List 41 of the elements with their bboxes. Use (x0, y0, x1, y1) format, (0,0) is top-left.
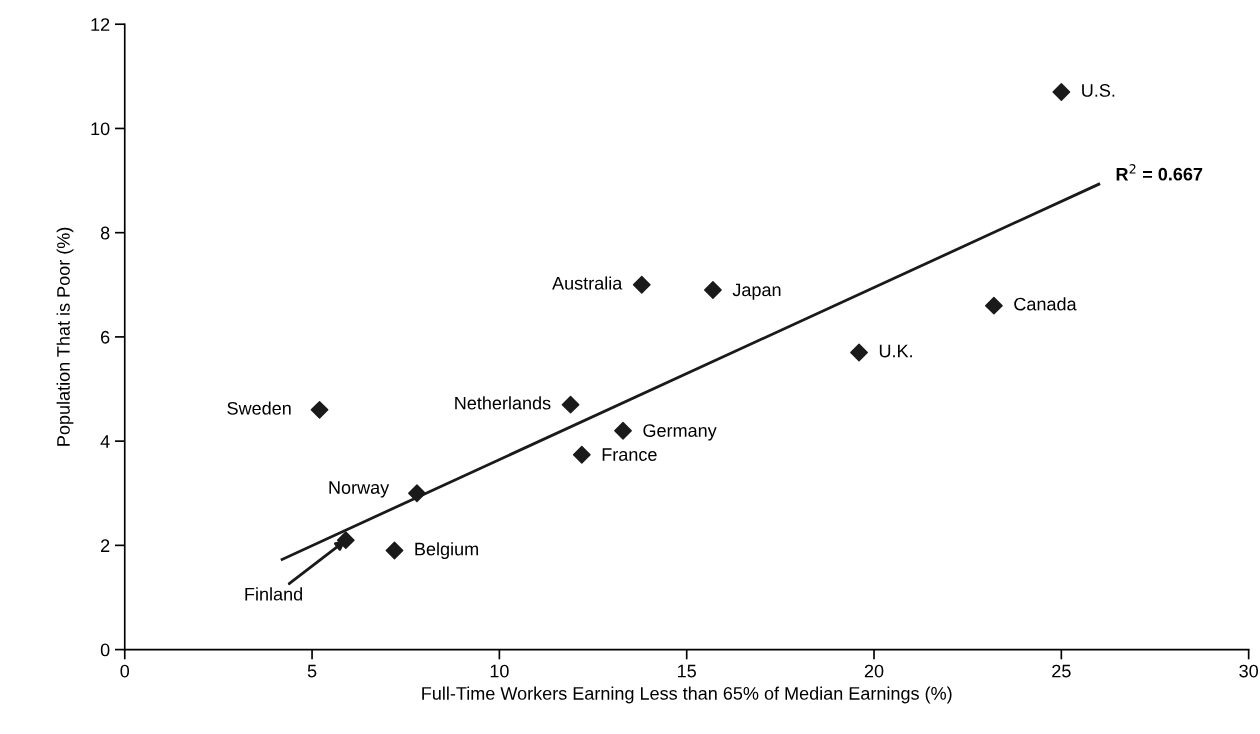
x-axis-title: Full-Time Workers Earning Less than 65% of Median Earnings (%) (422, 686, 952, 704)
annotation: Finland (245, 587, 302, 601)
point (632, 275, 651, 294)
point (408, 484, 426, 503)
point (850, 343, 868, 362)
annotation: Belgium (415, 542, 478, 559)
y-axis-title: Population That is Poor (%) (56, 227, 74, 446)
annotation: U.S. (1082, 84, 1115, 97)
annotation: U.K. (879, 344, 912, 358)
point (310, 400, 329, 419)
point (984, 296, 1003, 315)
y-tick-label: 0 (100, 643, 110, 657)
y-tick-label: 12 (91, 18, 110, 31)
point (561, 395, 580, 414)
point (614, 421, 632, 440)
annotation: France (602, 448, 657, 461)
annotation: Sweden (227, 401, 291, 415)
point (336, 531, 355, 550)
y-tick-label: 6 (101, 330, 110, 344)
y-tick-label: 2 (101, 539, 110, 552)
x-tick-label: 10 (490, 664, 509, 678)
annotation: Japan (732, 283, 781, 300)
point (385, 541, 404, 560)
y-tick-label: 8 (100, 226, 110, 240)
annotation: Australia (552, 276, 623, 290)
y-tick-label: 10 (91, 122, 110, 136)
x-tick-label: 30 (1239, 664, 1258, 678)
point (1052, 83, 1071, 101)
annotation: Germany (643, 424, 717, 441)
x-tick-label: 5 (307, 664, 317, 678)
annotation: Norway (329, 481, 390, 498)
annotation: Netherlands (455, 396, 551, 410)
annotation: Canada (1014, 297, 1077, 311)
annotation: R$^{2}$ = 0.667 (1116, 164, 1203, 181)
x-tick-label: 15 (678, 664, 696, 678)
y-tick-label: 4 (100, 435, 110, 448)
x-tick-label: 0 (120, 664, 130, 678)
x-tick-label: 25 (1052, 664, 1071, 678)
point (704, 281, 722, 299)
x-tick-label: 20 (864, 664, 884, 678)
point (572, 445, 591, 464)
